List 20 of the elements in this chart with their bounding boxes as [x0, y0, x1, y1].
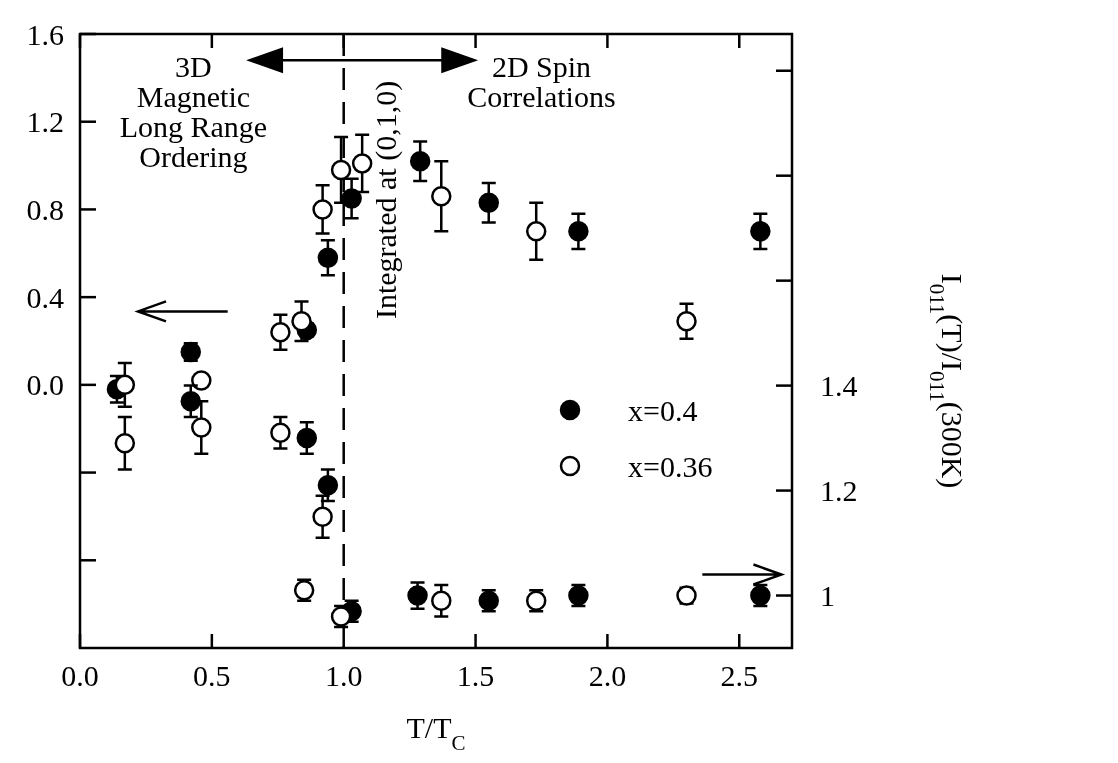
legend-label: x=0.36: [628, 449, 713, 483]
x-axis-title: T/T$_{C}$: [406, 711, 466, 755]
x-tick-label: 0.0: [61, 659, 99, 692]
x-tick-label: 0.5: [193, 659, 231, 692]
y2-tick-label: 1: [820, 579, 835, 613]
y-tick-label: 0.4: [26, 280, 64, 314]
annotation: 2D Spin Correlations: [467, 50, 616, 114]
y-tick-label: 0.0: [26, 368, 64, 402]
legend-label: x=0.4: [628, 393, 698, 427]
annotation: Integrated at (0,1,0): [369, 80, 404, 320]
x-tick-label: 1.0: [324, 659, 363, 692]
x-tick-label: 2.0: [588, 659, 627, 692]
x-tick-label: 1.5: [456, 659, 495, 692]
y-tick-label: 1.6: [26, 17, 64, 51]
x-tick-label: 2.5: [720, 659, 759, 692]
y-tick-label: 1.2: [26, 105, 64, 139]
y-tick-label: 0.8: [26, 192, 64, 226]
y2-tick-label: 1.2: [820, 474, 858, 508]
annotation: 3D Magnetic Long Range Ordering: [119, 50, 268, 174]
y2-tick-label: 1.4: [820, 369, 858, 403]
